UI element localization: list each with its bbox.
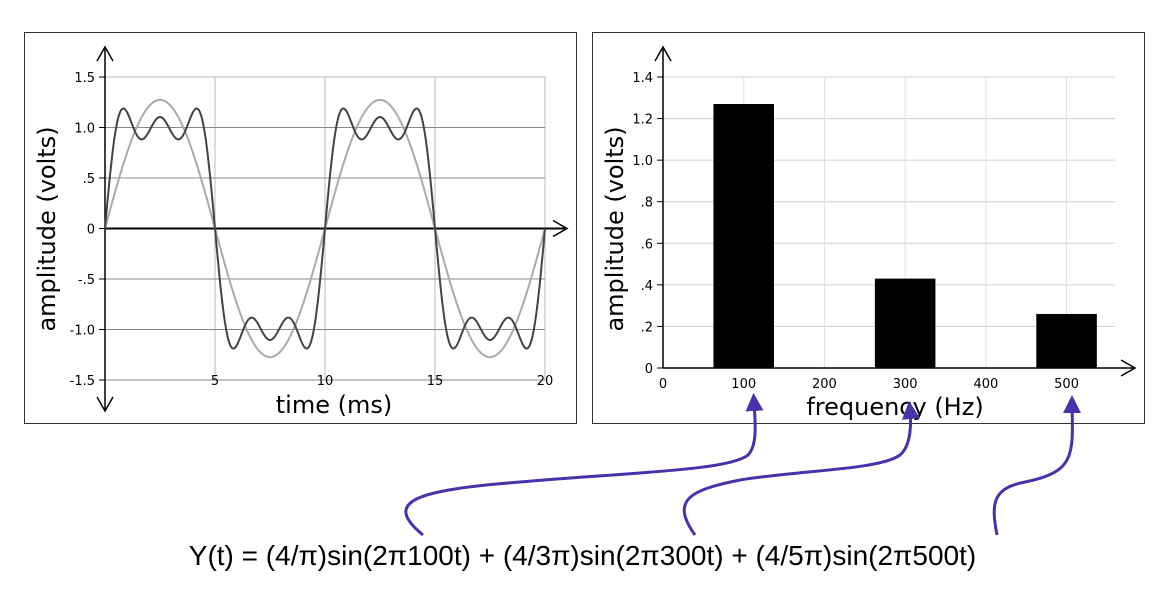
y-tick-label: 1.4	[632, 71, 653, 86]
y-tick-label: .5	[83, 172, 95, 187]
y-tick-label: 1.0	[74, 122, 95, 137]
y-tick-label: 1.5	[74, 71, 95, 86]
x-tick-label: 400	[973, 377, 998, 392]
x-tick-label: 300	[893, 377, 918, 392]
x-tick-label: 200	[812, 377, 837, 392]
y-tick-label: .4	[641, 279, 653, 294]
y-tick-label: .2	[641, 320, 653, 335]
y-axis-arrow-bottom	[96, 396, 114, 413]
x-tick-label: 5	[211, 374, 219, 389]
x-axis-label: frequency (Hz)	[806, 393, 983, 421]
x-tick-label: 10	[317, 374, 334, 389]
y-tick-label: -1.5	[70, 374, 95, 389]
x-axis-label: time (ms)	[276, 391, 392, 419]
frequency-domain-panel: 1.4 1.2 1.0 .8 .6 .4 .2 0 0 100 200 300 400 500 frequ…	[592, 32, 1145, 424]
bar	[713, 104, 774, 369]
bar	[1036, 313, 1097, 368]
series-line	[104, 107, 546, 350]
y-axis-arrow-top	[96, 45, 114, 62]
y-tick-label: 0	[87, 223, 95, 238]
time-domain-chart: 1.5 1.0 .5 0 -.5 -1.0 -1.5 5 10 15 20 time (ms) am…	[33, 45, 569, 419]
y-tick-label: 1.0	[632, 154, 653, 169]
frequency-domain-chart: 1.4 1.2 1.0 .8 .6 .4 .2 00 100 200 300 400 500 frequ…	[601, 45, 1137, 421]
y-axis-label: amplitude (volts)	[33, 126, 61, 331]
x-axis-arrow	[552, 219, 569, 238]
y-tick-label: -.5	[78, 273, 95, 288]
arrow-500hz	[992, 395, 1082, 536]
y-axis-arrow	[654, 45, 672, 62]
y-tick-label: -1.0	[70, 324, 95, 339]
x-tick-label: 500	[1054, 377, 1079, 392]
time-domain-panel: 1.5 1.0 .5 0 -.5 -1.0 -1.5 5 10 15 20 time (ms) am…	[24, 32, 577, 424]
x-tick-label: 15	[427, 374, 444, 389]
x-tick-label: 0	[659, 377, 667, 392]
x-axis-arrow	[1120, 359, 1137, 377]
y-tick-label: 0	[645, 362, 653, 377]
y-axis-label: amplitude (volts)	[601, 126, 629, 331]
fourier-series-formula: Y(t) = (4/π)sin(2π100t) + (4/3π)sin(2π30…	[188, 540, 977, 571]
y-tick-label: 1.2	[632, 113, 653, 128]
x-tick-label: 20	[537, 374, 554, 389]
arrow-300hz	[682, 401, 920, 536]
bar	[874, 278, 936, 368]
y-tick-label: .8	[641, 196, 653, 211]
arrow-100hz	[404, 393, 764, 537]
x-tick-label: 100	[731, 377, 756, 392]
y-tick-label: .6	[641, 237, 653, 252]
